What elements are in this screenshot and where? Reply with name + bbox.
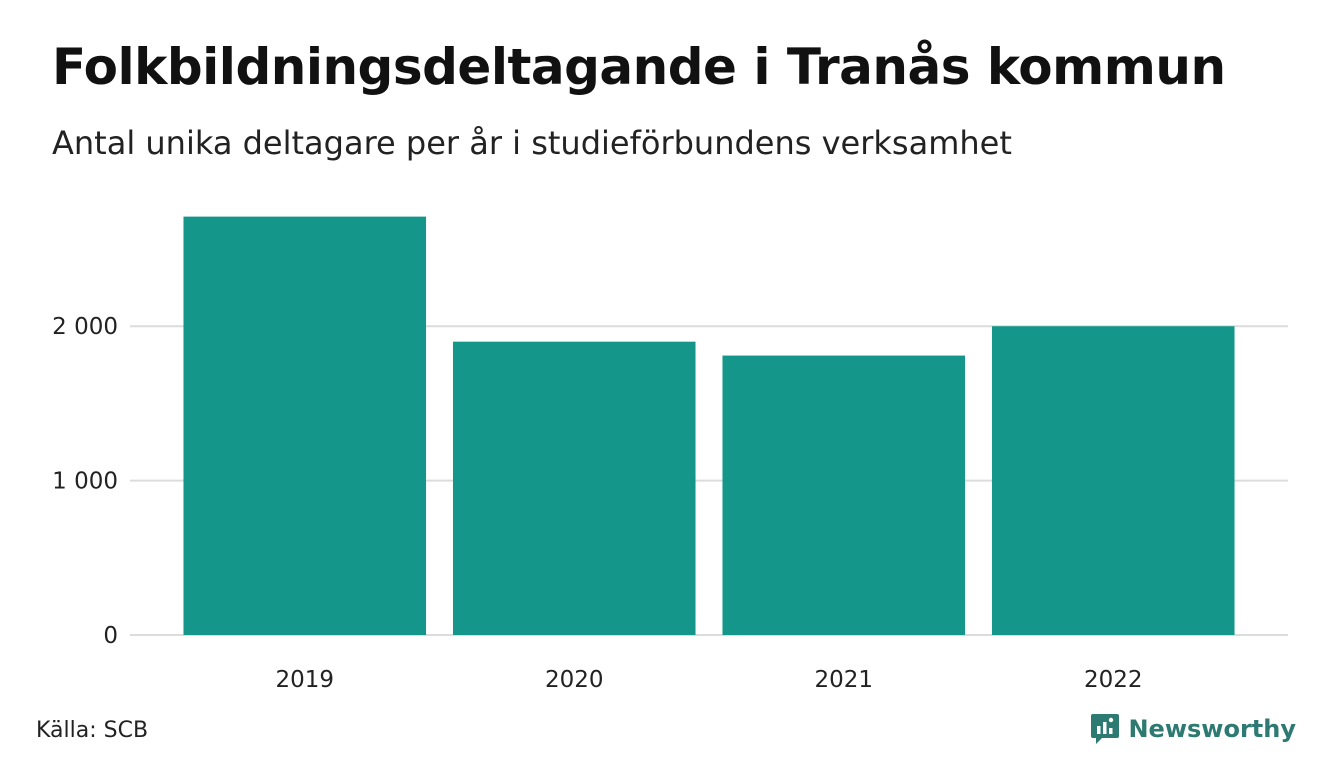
y-tick-label: 1 000 — [52, 469, 118, 495]
brand-logo: Newsworthy — [1090, 712, 1296, 746]
chart-subtitle: Antal unika deltagare per år i studieför… — [52, 124, 1012, 162]
bar-2021 — [722, 355, 966, 635]
newsworthy-logo-icon — [1091, 714, 1120, 744]
bar-2019 — [183, 216, 427, 636]
bar-2022 — [991, 326, 1235, 635]
source-label: Källa: SCB — [36, 718, 149, 743]
x-tick-label: 2021 — [814, 667, 873, 693]
x-tick-label: 2020 — [545, 667, 604, 693]
x-tick-label: 2022 — [1084, 667, 1143, 693]
x-tick-label: 2019 — [275, 667, 334, 693]
brand-name: Newsworthy — [1128, 715, 1296, 743]
y-tick-label: 0 — [103, 623, 118, 649]
bar-2020 — [452, 341, 696, 635]
y-tick-label: 2 000 — [52, 314, 118, 340]
chart-title: Folkbildningsdeltagande i Tranås kommun — [52, 38, 1226, 96]
